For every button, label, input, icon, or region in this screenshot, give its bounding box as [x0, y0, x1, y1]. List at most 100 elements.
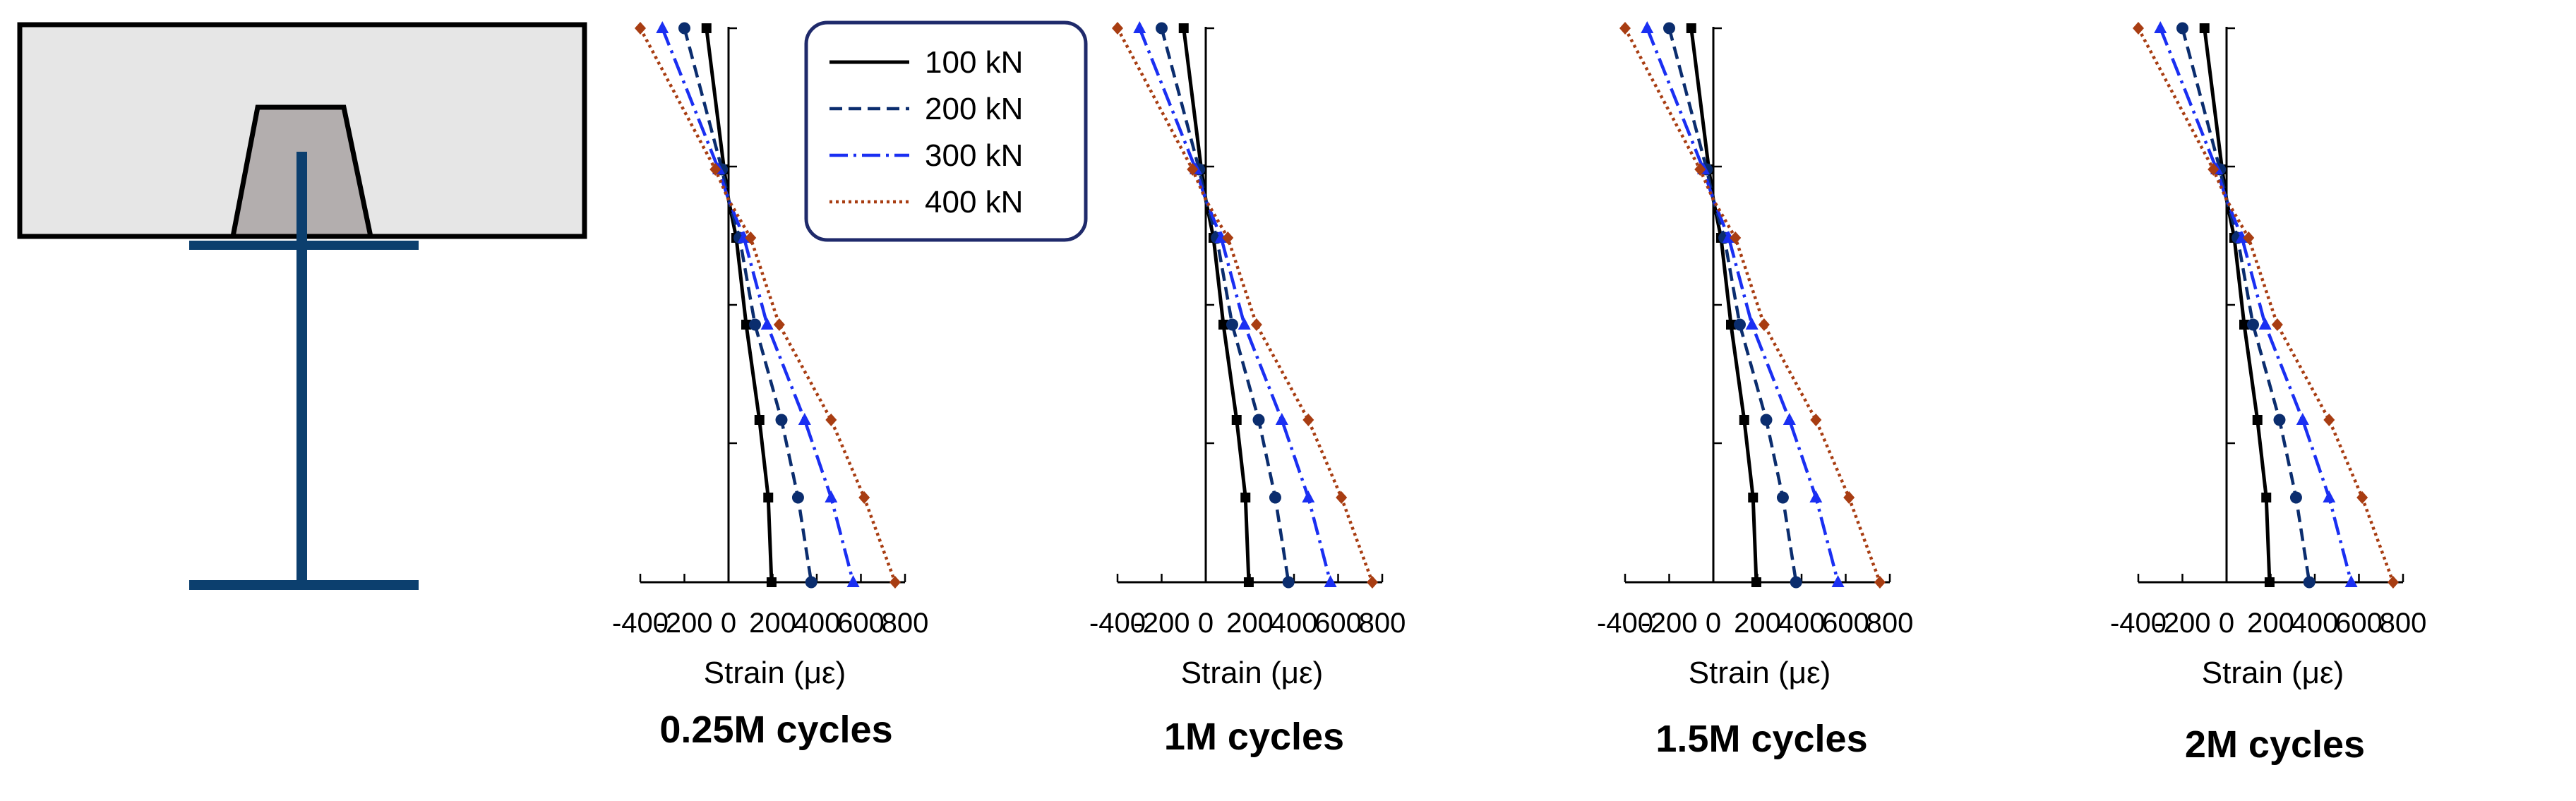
panel-title: 1M cycles — [1164, 716, 1344, 758]
data-point — [1760, 414, 1773, 426]
data-point — [1231, 415, 1242, 425]
series-line — [2159, 28, 2353, 583]
data-point — [1776, 491, 1789, 504]
data-point — [798, 413, 811, 425]
legend-label: 400 kN — [925, 185, 1023, 219]
data-point — [1269, 491, 1281, 504]
x-tick-label: 0 — [2219, 608, 2234, 639]
series-line — [1624, 27, 1882, 583]
data-point — [2258, 318, 2272, 330]
x-tick-label: 200 — [749, 608, 796, 639]
series-line — [1160, 28, 1290, 583]
x-tick-label: 600 — [2335, 608, 2383, 639]
data-point — [773, 318, 785, 331]
data-point — [1745, 318, 1759, 330]
girder-web — [296, 152, 307, 584]
x-tick-label: 0 — [721, 608, 736, 639]
data-point — [754, 415, 765, 425]
data-point — [741, 320, 751, 330]
data-point — [1694, 163, 1706, 176]
x-tick-label: -200 — [1641, 608, 1697, 639]
series-4 — [635, 22, 901, 589]
data-point — [1156, 22, 1168, 35]
series-1 — [1686, 23, 1761, 587]
data-point — [1187, 163, 1199, 176]
data-point — [1336, 491, 1348, 504]
series-4 — [2133, 22, 2399, 589]
data-point — [1133, 21, 1146, 33]
data-point — [805, 576, 817, 589]
data-point — [1302, 490, 1315, 502]
data-point — [2247, 318, 2259, 331]
data-point — [1843, 491, 1855, 504]
series-line — [1138, 28, 1332, 583]
data-point — [760, 318, 774, 330]
series-4 — [1619, 22, 1886, 589]
x-tick-label: 600 — [1822, 608, 1869, 639]
series-3 — [1133, 21, 1337, 587]
data-point — [1366, 576, 1378, 589]
data-point — [763, 493, 774, 502]
series-line — [661, 28, 855, 583]
series-2 — [1156, 22, 1295, 589]
x-tick-label: -200 — [2154, 608, 2210, 639]
data-point — [2199, 23, 2210, 33]
series-2 — [678, 22, 817, 589]
x-tick-label: 400 — [793, 608, 841, 639]
x-tick-label: 400 — [2292, 608, 2339, 639]
data-point — [1874, 576, 1886, 589]
series-line — [1667, 28, 1798, 583]
x-axis-label: Strain (με) — [2202, 656, 2344, 690]
data-point — [1240, 493, 1251, 502]
x-tick-label: 600 — [837, 608, 885, 639]
x-tick-label: -400 — [2110, 608, 2167, 639]
series-3 — [2154, 21, 2358, 587]
series-2 — [2176, 22, 2316, 589]
data-point — [1619, 22, 1631, 35]
series-line — [639, 27, 897, 583]
data-point — [2154, 21, 2167, 33]
data-point — [1790, 576, 1802, 589]
data-point — [1734, 318, 1746, 331]
data-point — [889, 576, 901, 589]
legend-label: 100 kN — [925, 45, 1023, 80]
series-line — [1116, 27, 1374, 583]
panel-title: 1.5M cycles — [1655, 718, 1867, 760]
data-point — [2303, 576, 2316, 589]
data-point — [1663, 22, 1675, 35]
legend-label: 200 kN — [925, 92, 1023, 126]
cross-section-schematic — [17, 22, 587, 590]
legend: 100 kN 200 kN 300 kN 400 kN — [804, 20, 1088, 242]
x-tick-label: -400 — [1089, 608, 1146, 639]
bottom-flange — [189, 580, 419, 590]
data-point — [709, 163, 721, 176]
data-point — [1726, 320, 1736, 330]
data-point — [1748, 493, 1759, 502]
legend-box — [804, 20, 1088, 242]
data-point — [1238, 318, 1251, 330]
data-point — [635, 22, 646, 35]
data-point — [1252, 414, 1265, 426]
data-point — [745, 231, 757, 244]
x-tick-label: 800 — [882, 608, 929, 639]
series-line — [683, 28, 813, 583]
x-tick-label: 0 — [1706, 608, 1721, 639]
data-point — [858, 491, 870, 504]
series-4 — [1112, 22, 1378, 589]
data-point — [775, 414, 788, 426]
data-point — [1831, 575, 1845, 587]
legend-label: 300 kN — [925, 138, 1023, 173]
x-tick-label: -400 — [612, 608, 669, 639]
data-point — [1809, 490, 1823, 502]
data-point — [825, 490, 838, 502]
data-point — [1810, 414, 1822, 426]
x-tick-label: 800 — [1359, 608, 1406, 639]
data-point — [678, 22, 690, 35]
panel-title: 2M cycles — [2185, 723, 2365, 766]
data-point — [1112, 22, 1123, 35]
